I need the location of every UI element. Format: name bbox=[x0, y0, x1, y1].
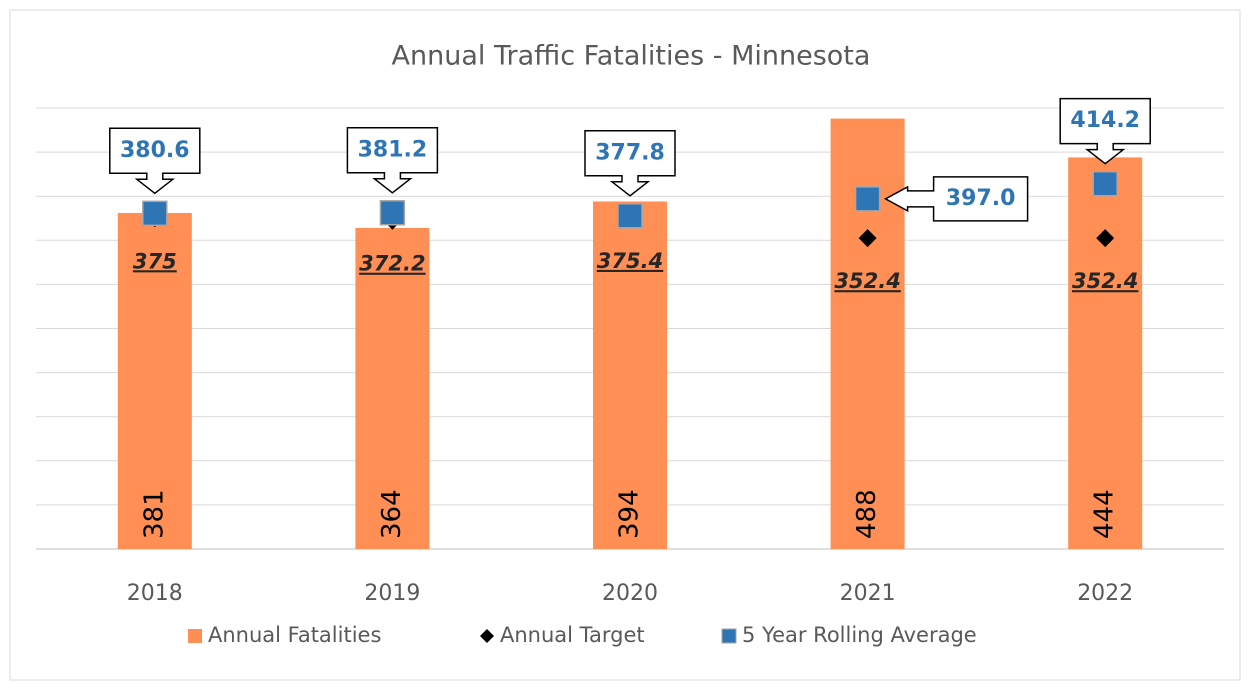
bar-value-label: 488 bbox=[852, 489, 882, 539]
bar-value-label: 394 bbox=[615, 489, 645, 539]
callout bbox=[346, 127, 439, 194]
target-label: 352.4 bbox=[1072, 269, 1138, 293]
average-label: 377.8 bbox=[595, 140, 665, 165]
legend-label: Annual Target bbox=[500, 623, 645, 647]
chart-title: Annual Traffic Fatalities - Minnesota bbox=[392, 41, 871, 72]
x-tick-label: 2018 bbox=[127, 581, 183, 606]
bar-value-label: 364 bbox=[377, 489, 407, 539]
legend-label: 5 Year Rolling Average bbox=[742, 623, 977, 647]
x-tick-label: 2022 bbox=[1077, 581, 1133, 606]
average-label: 380.6 bbox=[120, 138, 190, 163]
target-label: 352.4 bbox=[834, 269, 900, 293]
bar bbox=[1068, 157, 1143, 549]
target-marker bbox=[858, 229, 877, 248]
x-tick-label: 2019 bbox=[364, 581, 420, 606]
bar bbox=[593, 201, 667, 549]
callout bbox=[1059, 97, 1151, 165]
bar bbox=[830, 118, 905, 550]
x-tick-label: 2020 bbox=[602, 581, 658, 606]
callout bbox=[109, 127, 201, 195]
legend-marker bbox=[721, 628, 737, 644]
average-marker bbox=[142, 200, 168, 227]
target-label: 375.4 bbox=[597, 249, 663, 273]
legend-label: Annual Fatalities bbox=[208, 623, 381, 647]
target-label: 372.2 bbox=[359, 252, 425, 276]
x-tick-label: 2021 bbox=[840, 581, 896, 606]
average-marker bbox=[1092, 170, 1118, 197]
callout bbox=[884, 176, 1029, 222]
legend-marker bbox=[188, 629, 202, 643]
average-marker bbox=[854, 186, 881, 212]
bar bbox=[117, 212, 192, 549]
bar-value-label: 444 bbox=[1090, 489, 1120, 539]
average-label: 414.2 bbox=[1070, 108, 1140, 133]
bar-value-label: 381 bbox=[139, 489, 169, 539]
average-label: 397.0 bbox=[946, 186, 1016, 211]
target-marker bbox=[1096, 229, 1115, 248]
callout bbox=[584, 130, 676, 197]
bar bbox=[355, 227, 430, 549]
average-marker bbox=[379, 200, 406, 226]
average-marker bbox=[617, 203, 643, 229]
target-label: 375 bbox=[133, 249, 177, 273]
legend-marker bbox=[480, 629, 494, 643]
average-label: 381.2 bbox=[358, 137, 428, 162]
